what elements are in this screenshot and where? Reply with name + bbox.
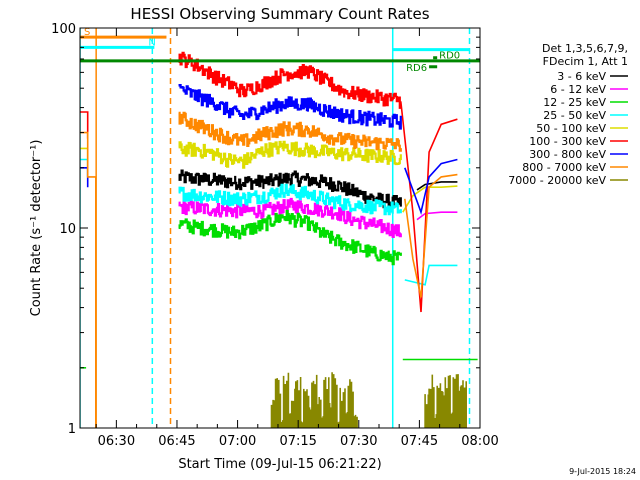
series-trace-8-segment-2: [178, 111, 402, 152]
legend-entry-4: 25 - 50 keV: [543, 109, 606, 122]
series-trace-2-segment-1: [178, 197, 402, 238]
series-trace-4-segment-3: [404, 264, 458, 286]
legend-header-line-2: FDecim 1, Att 1: [543, 55, 628, 68]
x-tick-label-7: 08:00: [461, 434, 498, 449]
series-trace-1-segment-1: [178, 169, 402, 210]
series-trace-9-segment-2: [424, 374, 467, 428]
series-trace-7-segment-2: [178, 84, 402, 130]
legend-entry-7: 300 - 800 keV: [529, 148, 606, 161]
series-trace-5-segment-3: [402, 185, 458, 213]
legend-entry-6: 100 - 300 keV: [529, 135, 606, 148]
legend-entry-2: 6 - 12 keV: [550, 83, 606, 96]
series-trace-6-segment-2: [178, 51, 402, 109]
series-trace-5-segment-2: [178, 140, 402, 169]
series-trace-5-segment-1: [80, 147, 89, 168]
series-trace-7-segment-1: [80, 167, 89, 188]
state-label-rd6: RD6: [406, 63, 427, 74]
x-tick-label-4: 07:15: [279, 434, 316, 449]
state-label-n: N: [148, 37, 155, 48]
legend-entry-3: 12 - 25 keV: [543, 96, 606, 109]
series-trace-8-segment-3: [404, 173, 458, 298]
legend-entry-8: 800 - 7000 keV: [522, 161, 606, 174]
footer-timestamp: 9-Jul-2015 18:24: [569, 467, 636, 476]
x-tick-label-2: 06:45: [158, 434, 195, 449]
plot-frame: [79, 27, 481, 429]
legend-entry-9: 7000 - 20000 keV: [508, 174, 606, 187]
x-axis-label: Start Time (09-Jul-15 06:21:22): [178, 457, 381, 472]
legend-entry-1: 3 - 6 keV: [557, 70, 606, 83]
x-tick-label-1: 06:30: [98, 434, 135, 449]
series-trace-9-segment-1: [270, 372, 358, 428]
x-tick-label-5: 07:30: [340, 434, 377, 449]
y-axis-label: Count Rate (s⁻¹ detector⁻¹): [29, 140, 44, 317]
chart-title: HESSI Observing Summary Count Rates: [130, 5, 429, 23]
series-trace-3-segment-2: [178, 209, 402, 266]
series-trace-6-segment-1: [80, 111, 89, 139]
y-tick-label-1: 1: [68, 422, 76, 437]
x-tick-label-6: 07:45: [401, 434, 438, 449]
series-trace-4-segment-2: [178, 183, 402, 216]
legend: Det 1,3,5,6,7,9,FDecim 1, Att 1 3 - 6 keV…: [508, 42, 628, 187]
x-tick-label-3: 07:00: [219, 434, 256, 449]
state-label-s: S: [84, 27, 90, 38]
y-tick-label-3: 100: [51, 22, 76, 37]
series-trace-2-segment-2: [416, 211, 458, 221]
series-trace-8-segment-1: [80, 131, 97, 428]
series-trace-7-segment-3: [404, 158, 458, 216]
legend-header-line-1: Det 1,3,5,6,7,9,: [542, 42, 628, 55]
y-tick-label-2: 10: [59, 222, 76, 237]
state-label-rd0: RD0: [439, 51, 460, 62]
legend-entry-5: 50 - 100 keV: [536, 122, 606, 135]
